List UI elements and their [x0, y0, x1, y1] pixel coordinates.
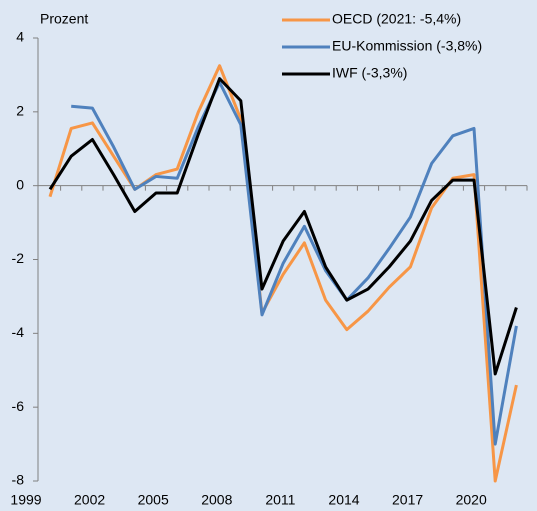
legend-label: EU-Kommission (-3,8%) [332, 38, 482, 54]
y-tick-label: -4 [12, 324, 25, 340]
y-tick-label: -6 [12, 398, 25, 414]
x-tick-label: 1999 [10, 492, 41, 508]
y-tick-label: -2 [12, 250, 25, 266]
y-tick-label: -8 [12, 472, 25, 488]
y-tick-label: 0 [16, 176, 24, 192]
x-tick-label: 2002 [74, 492, 105, 508]
x-tick-label: 2005 [138, 492, 169, 508]
x-tick-label: 2014 [328, 492, 359, 508]
y-tick-label: 2 [16, 103, 24, 119]
x-tick-label: 2020 [456, 492, 487, 508]
y-tick-label: 4 [16, 29, 24, 45]
x-tick-label: 2008 [201, 492, 232, 508]
legend-label: IWF (-3,3%) [332, 65, 407, 81]
series-line [48, 64, 518, 483]
series-line [48, 77, 518, 376]
series-line [71, 80, 518, 446]
y-axis-label: Prozent [40, 11, 88, 27]
legend-label: OECD (2021: -5,4%) [332, 11, 461, 27]
x-tick-label: 2011 [265, 492, 295, 508]
x-tick-label: 2017 [392, 492, 423, 508]
